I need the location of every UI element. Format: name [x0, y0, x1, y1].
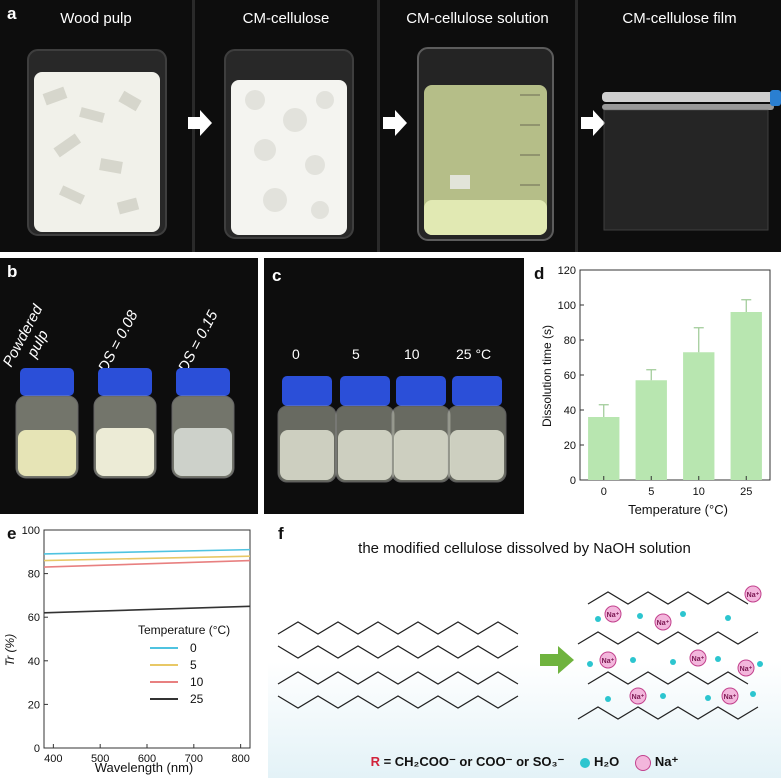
- y-tick-label: 60: [28, 612, 40, 624]
- bar-25: [730, 312, 762, 480]
- title-wood-pulp: Wood pulp: [60, 10, 132, 27]
- arrow-right-icon: [540, 646, 574, 674]
- series-line-0: [43, 548, 251, 555]
- label-temp-10: 10: [404, 346, 420, 362]
- film-illustration: [602, 90, 781, 231]
- photo-cm-cellulose-film: CM-cellulose film: [578, 0, 781, 252]
- x-tick-label: 600: [138, 753, 156, 765]
- y-tick-label: 80: [28, 569, 40, 581]
- plot-frame: [43, 529, 251, 749]
- panel-label-e: e: [7, 524, 17, 543]
- panel-b: b Powdered pulp DS = 0.08 DS = 0.15: [0, 258, 258, 514]
- title-cm-cellulose-solution: CM-cellulose solution: [406, 10, 549, 27]
- legend-r-definition: = CH₂COO⁻ or COO⁻ or SO₃⁻: [379, 754, 565, 769]
- x-tick-label: 10: [693, 486, 705, 498]
- y-tick-label: 40: [28, 656, 40, 668]
- x-tick-label: 25: [740, 486, 752, 498]
- y-axis-label: Dissolution time (s): [540, 325, 554, 427]
- panel-f: f the modified cellulose dissolved by Na…: [268, 520, 781, 778]
- arrow-right-icon: [581, 110, 605, 136]
- na-ion-label: Na⁺: [602, 658, 615, 665]
- x-tick-label: 500: [91, 753, 109, 765]
- y-axis-label: Tr (%): [3, 634, 17, 666]
- panel-a: a Wood pulp CM-cellulose: [0, 0, 781, 252]
- beaker-wood-pulp-illustration: [27, 49, 167, 236]
- y-tick-label: 100: [22, 525, 40, 537]
- na-ion-label: Na⁺: [632, 694, 645, 701]
- bar-5: [635, 380, 667, 480]
- panel-c: c 0 5 10 25 °C: [264, 258, 524, 514]
- panel-label-c: c: [272, 266, 282, 285]
- series-line-5: [43, 555, 251, 562]
- panel-label-d: d: [534, 264, 545, 283]
- na-ion-label: Na⁺: [747, 592, 760, 599]
- beaker-solution-illustration: [417, 47, 554, 241]
- bar-0: [588, 417, 620, 480]
- cellulose-structure-diagram: Na⁺ Na⁺ Na⁺ Na⁺ Na⁺ Na⁺ Na⁺ Na⁺: [277, 585, 763, 720]
- legend-title: Temperature (°C): [138, 623, 230, 637]
- panel-label-f: f: [278, 524, 284, 543]
- x-axis-label: Temperature (°C): [628, 502, 728, 517]
- divider: [575, 0, 578, 252]
- panel-f-title: the modified cellulose dissolved by NaOH…: [358, 540, 691, 557]
- y-tick-label: 60: [564, 370, 576, 382]
- y-tick-label: 80: [564, 335, 576, 347]
- y-tick-label: 40: [564, 405, 576, 417]
- y-tick-label: 0: [34, 743, 40, 755]
- bar-chart-dissolution: 0 20 40 60 80 100 120 0 5 10 25 Dissolution time …: [540, 265, 771, 517]
- panel-e: e 0 20 40 60 80 100 400 500 600 700 800 Tr (%) Wa…: [0, 520, 262, 778]
- na-ion-icon: [634, 754, 651, 771]
- series-line-25: [43, 605, 251, 614]
- panel-f-legend: R = CH₂COO⁻ or COO⁻ or SO₃⁻ H₂O Na⁺: [268, 754, 781, 771]
- h2o-icon: [580, 757, 591, 768]
- bar-10: [683, 352, 715, 480]
- divider: [377, 0, 380, 252]
- na-ion-label: Na⁺: [724, 694, 737, 701]
- title-cm-cellulose: CM-cellulose: [242, 10, 330, 27]
- x-tick-label: 700: [185, 753, 203, 765]
- beaker-cm-cellulose-illustration: [224, 49, 354, 239]
- legend-h2o: H₂O: [594, 754, 620, 769]
- panel-d: d 0 20 40 60 80 100 120 0 5 10 25 Dissolution tim…: [530, 258, 781, 520]
- panel-label-a: a: [7, 4, 17, 23]
- legend-label-0: 0: [190, 641, 197, 655]
- legend-label-5: 5: [190, 658, 197, 672]
- x-tick-label: 800: [231, 753, 249, 765]
- label-temp-5: 5: [352, 346, 360, 362]
- legend-label-10: 10: [190, 675, 204, 689]
- photo-cm-cellulose-solution: CM-cellulose solution: [380, 0, 575, 252]
- title-cm-cellulose-film: CM-cellulose film: [622, 10, 737, 27]
- arrow-right-icon: [188, 110, 212, 136]
- series-line-10: [43, 559, 251, 568]
- x-tick-label: 5: [648, 486, 654, 498]
- bottles-c-illustration: [277, 376, 507, 483]
- y-tick-label: 120: [558, 265, 576, 277]
- bottles-b-illustration: [15, 368, 235, 479]
- label-temp-0: 0: [292, 346, 300, 362]
- y-tick-label: 0: [570, 475, 576, 487]
- legend-r-symbol: R: [370, 754, 380, 769]
- y-tick-label: 20: [564, 440, 576, 452]
- panel-label-b: b: [7, 262, 18, 281]
- x-tick-label: 400: [44, 753, 62, 765]
- legend-label-25: 25: [190, 692, 204, 706]
- photo-cm-cellulose: CM-cellulose: [195, 0, 377, 252]
- x-tick-label: 0: [601, 486, 607, 498]
- photo-wood-pulp: Wood pulp: [0, 0, 192, 252]
- na-ion-label: Na⁺: [692, 656, 705, 663]
- na-ion-label: Na⁺: [657, 620, 670, 627]
- y-tick-label: 100: [558, 300, 576, 312]
- y-tick-label: 20: [28, 699, 40, 711]
- arrow-right-icon: [383, 110, 407, 136]
- label-temp-25: 25 °C: [456, 346, 492, 362]
- legend-na: Na⁺: [654, 754, 679, 769]
- na-ion-label: Na⁺: [607, 612, 620, 619]
- x-axis-label: Wavelength (nm): [95, 760, 194, 775]
- na-ion-label: Na⁺: [740, 666, 753, 673]
